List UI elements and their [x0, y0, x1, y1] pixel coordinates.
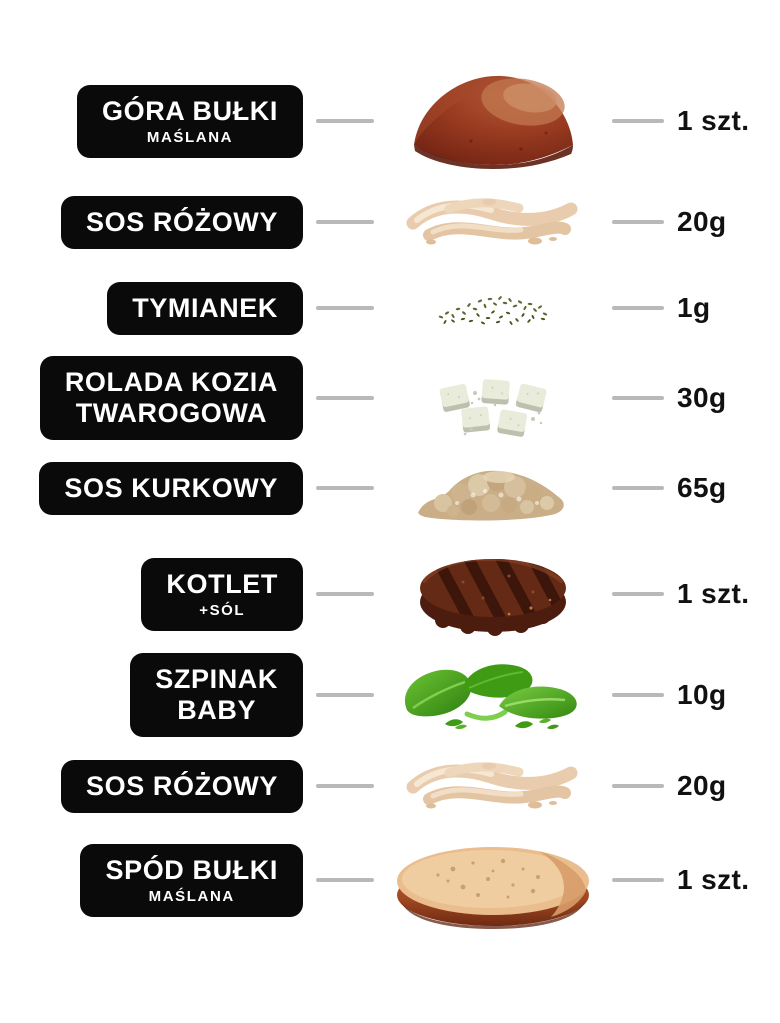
- ingredient-name: GÓRA BUŁKI: [102, 95, 278, 126]
- ingredient-label-box: ROLADA KOZIA TWAROGOWA: [39, 356, 303, 440]
- goat-cheese-cubes-illustration: [387, 363, 599, 437]
- ingredient-name-line2: TWAROGOWA: [75, 398, 268, 428]
- quantity-label: 65g: [677, 472, 727, 503]
- connector-line: [612, 119, 664, 123]
- connector-line: [316, 486, 374, 490]
- ingredient-label-box: SPÓD BUŁKI MAŚLANA: [80, 843, 303, 917]
- ingredient-name: TYMIANEK: [132, 292, 278, 323]
- ingredient-name: SOS RÓŻOWY: [85, 770, 278, 801]
- thyme-illustration: [387, 291, 599, 326]
- pink-sauce-illustration: [387, 759, 599, 814]
- quantity-label: 20g: [677, 206, 727, 237]
- bottom-bun-illustration: [387, 833, 599, 929]
- baby-spinach-illustration: [387, 658, 599, 733]
- ingredient-label-box: TYMIANEK: [107, 281, 303, 335]
- ingredient-name: SOS KURKOWY: [64, 472, 278, 503]
- connector-line: [316, 396, 374, 400]
- ingredient-label-box: GÓRA BUŁKI MAŚLANA: [77, 84, 303, 158]
- connector-line: [612, 396, 664, 400]
- connector-line: [612, 220, 664, 224]
- ingredient-name: SPÓD BUŁKI: [105, 854, 278, 885]
- connector-line: [612, 486, 664, 490]
- ingredient-label-box: SOS KURKOWY: [39, 461, 303, 515]
- connector-line: [316, 220, 374, 224]
- ingredient-name: ROLADA KOZIA: [64, 367, 278, 397]
- quantity-label: 30g: [677, 382, 727, 413]
- ingredient-subtitle: MAŚLANA: [148, 887, 235, 905]
- ingredient-name: SOS RÓŻOWY: [85, 206, 278, 237]
- connector-line: [612, 306, 664, 310]
- patty-illustration: [387, 552, 599, 637]
- connector-line: [316, 878, 374, 882]
- connector-line: [612, 693, 664, 697]
- quantity-label: 1g: [677, 292, 711, 323]
- quantity-label: 1 szt.: [677, 578, 750, 609]
- quantity-label: 1 szt.: [677, 864, 750, 895]
- quantity-label: 10g: [677, 679, 727, 710]
- connector-line: [316, 119, 374, 123]
- connector-line: [316, 592, 374, 596]
- ingredient-name: SZPINAK: [155, 664, 278, 694]
- quantity-label: 1 szt.: [677, 105, 750, 136]
- connector-line: [316, 784, 374, 788]
- chanterelle-sauce-illustration: [387, 451, 599, 526]
- pink-sauce-illustration: [387, 195, 599, 250]
- quantity-label: 20g: [677, 770, 727, 801]
- ingredient-name-line2: BABY: [177, 695, 257, 725]
- ingredient-label-box: SOS RÓŻOWY: [60, 195, 303, 249]
- ingredient-subtitle: +SÓL: [199, 601, 246, 619]
- ingredient-label-box: SOS RÓŻOWY: [60, 759, 303, 813]
- connector-line: [612, 878, 664, 882]
- ingredient-label-box: KOTLET +SÓL: [141, 557, 303, 631]
- top-bun-illustration: [387, 71, 599, 171]
- connector-line: [316, 306, 374, 310]
- ingredient-name: KOTLET: [166, 568, 278, 599]
- connector-line: [612, 592, 664, 596]
- connector-line: [316, 693, 374, 697]
- ingredient-label-box: SZPINAK BABY: [130, 653, 303, 737]
- ingredient-subtitle: MAŚLANA: [146, 128, 234, 146]
- connector-line: [612, 784, 664, 788]
